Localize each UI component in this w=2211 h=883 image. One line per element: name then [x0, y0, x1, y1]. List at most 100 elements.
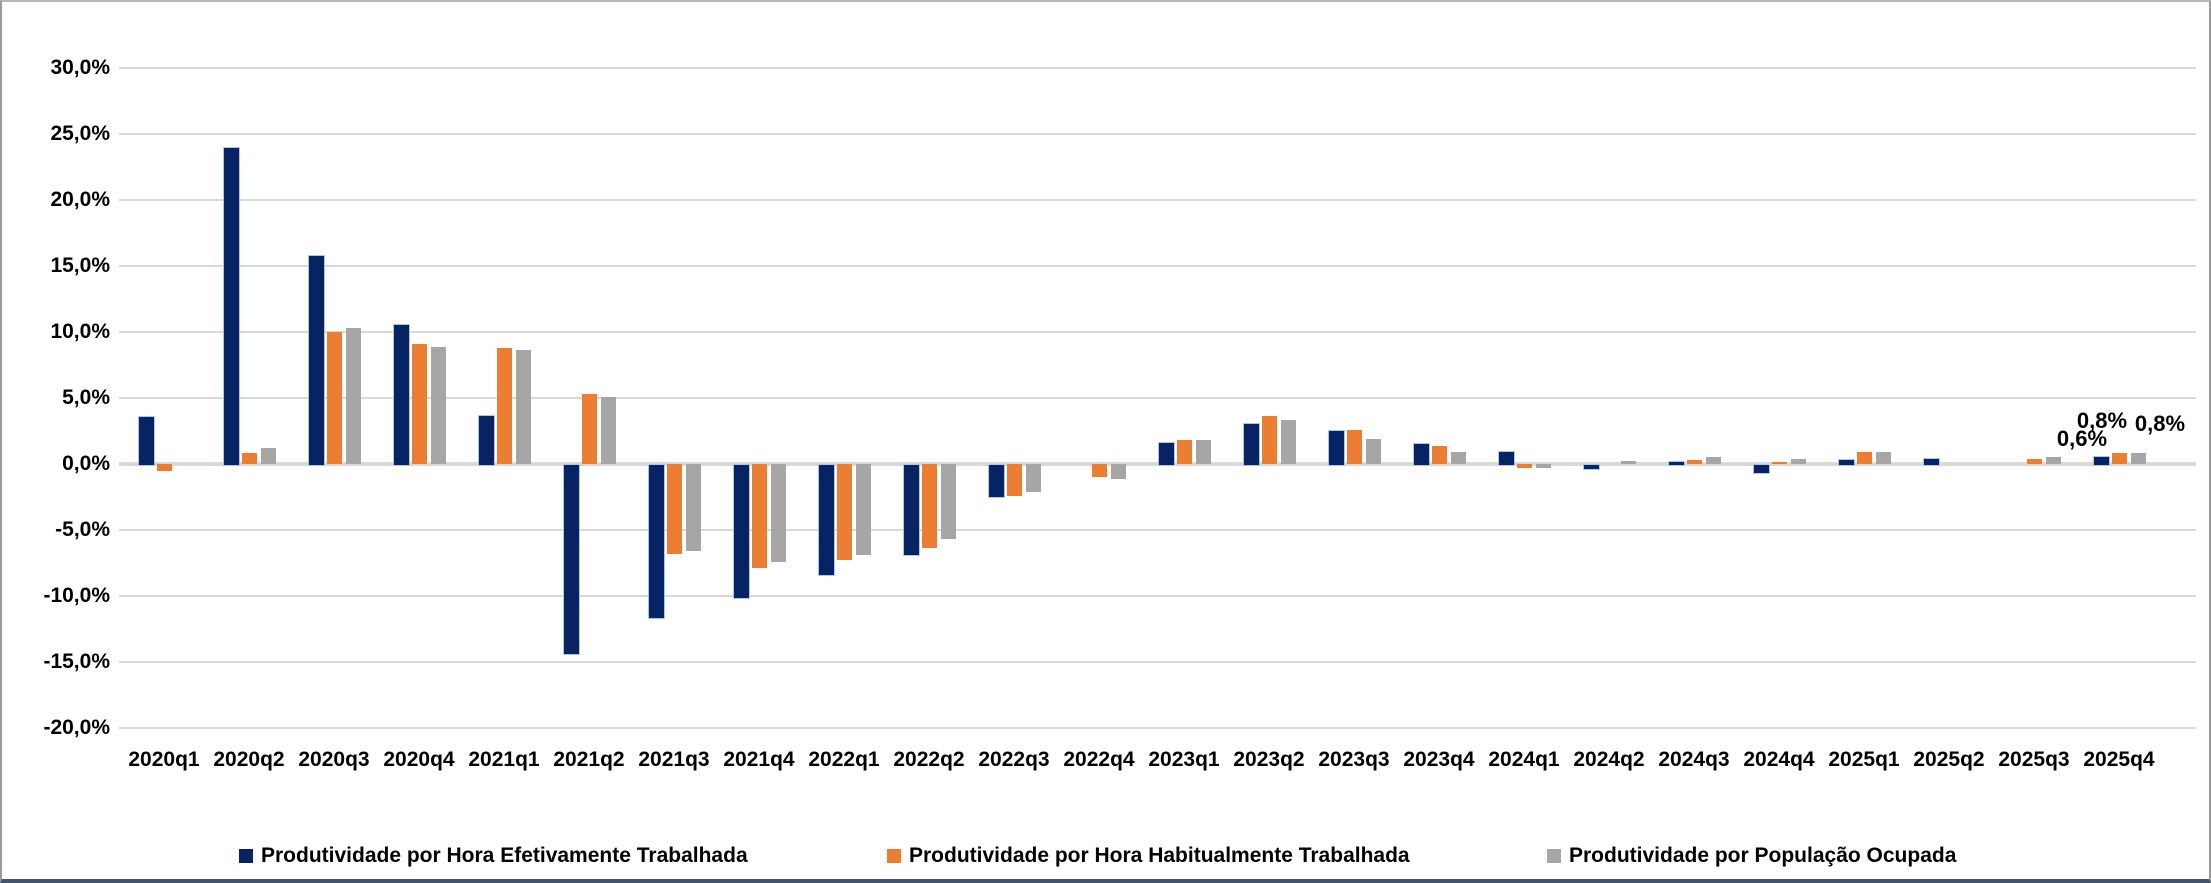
- bar-s1-2025q3: [2026, 458, 2042, 464]
- bar-s0-2024q4: [1752, 464, 1770, 474]
- bar-s1-2025q4: [2111, 453, 2127, 464]
- bar-s1-2023q1: [1176, 440, 1192, 464]
- bar-s1-2021q4: [751, 464, 767, 569]
- x-tick-label-2024q1: 2024q1: [1488, 748, 1560, 771]
- x-tick-label-2020q2: 2020q2: [213, 748, 285, 771]
- x-tick-label-2022q4: 2022q4: [1063, 748, 1135, 771]
- gridline--10: [119, 595, 2196, 597]
- x-tick-label-2021q2: 2021q2: [553, 748, 625, 771]
- bar-s0-2021q2: [562, 464, 580, 655]
- gridline-10: [119, 331, 2196, 333]
- bar-s2-2022q1: [855, 464, 871, 556]
- gridline--20: [119, 727, 2196, 729]
- gridline-5: [119, 397, 2196, 399]
- x-tick-label-2023q4: 2023q4: [1403, 748, 1475, 771]
- bar-s2-2025q4: [2130, 453, 2146, 464]
- bar-s2-2021q3: [685, 464, 701, 552]
- bar-s1-2024q3: [1686, 460, 1702, 464]
- bar-s1-2021q2: [581, 394, 597, 464]
- bar-s1-2024q1: [1516, 464, 1532, 468]
- bar-s2-2023q1: [1195, 440, 1211, 464]
- bar-s1-2021q1: [496, 347, 512, 464]
- bar-s1-2020q4: [411, 343, 427, 464]
- x-tick-label-2025q2: 2025q2: [1913, 748, 1985, 771]
- x-tick-label-2021q4: 2021q4: [723, 748, 795, 771]
- bar-s2-2024q2: [1620, 461, 1636, 464]
- bar-s2-2025q3: [2045, 457, 2061, 464]
- bar-s1-2022q3: [1006, 464, 1022, 496]
- data-label-s2-2025q4: 0,8%: [2134, 411, 2186, 437]
- bar-s2-2020q4: [430, 346, 446, 464]
- bar-s0-2025q4: [2092, 456, 2110, 466]
- bar-s0-2020q2: [222, 147, 240, 466]
- bar-s0-2023q2: [1242, 423, 1260, 466]
- bar-s0-2021q1: [477, 415, 495, 466]
- y-tick-label: 10,0%: [50, 320, 110, 343]
- y-tick-label: -5,0%: [55, 518, 110, 541]
- bar-s1-2021q3: [666, 464, 682, 554]
- legend-swatch-navy: [239, 849, 253, 863]
- x-tick-label-2023q2: 2023q2: [1233, 748, 1305, 771]
- gridline-25: [119, 133, 2196, 135]
- x-tick-label-2020q1: 2020q1: [128, 748, 200, 771]
- gridline--5: [119, 529, 2196, 531]
- bar-s2-2021q2: [600, 396, 616, 464]
- bar-s1-2022q4: [1091, 464, 1107, 478]
- bar-s2-2020q3: [345, 328, 361, 464]
- bar-s2-2023q2: [1280, 420, 1296, 464]
- bar-s1-2025q1: [1856, 452, 1872, 464]
- bar-s2-2021q1: [515, 350, 531, 464]
- gridline--15: [119, 661, 2196, 663]
- bar-s2-2023q4: [1450, 452, 1466, 464]
- x-tick-label-2020q3: 2020q3: [298, 748, 370, 771]
- x-tick-label-2023q3: 2023q3: [1318, 748, 1390, 771]
- legend-item-hora-habitualmente: Produtividade por Hora Habitualmente Tra…: [887, 844, 1410, 868]
- bar-s0-2024q3: [1667, 461, 1685, 466]
- legend-label: Produtividade por Hora Habitualmente Tra…: [909, 844, 1410, 867]
- bar-s1-2022q1: [836, 464, 852, 561]
- bar-s1-2020q3: [326, 332, 342, 464]
- x-tick-label-2022q1: 2022q1: [808, 748, 880, 771]
- x-tick-label-2023q1: 2023q1: [1148, 748, 1220, 771]
- y-tick-label: 5,0%: [62, 386, 110, 409]
- bar-s2-2024q3: [1705, 456, 1721, 464]
- bar-s2-2020q2: [260, 448, 276, 464]
- bar-s0-2023q1: [1157, 441, 1175, 466]
- x-tick-label-2021q1: 2021q1: [468, 748, 540, 771]
- bar-s2-2022q3: [1025, 464, 1041, 492]
- bar-s1-2023q2: [1261, 416, 1277, 464]
- bar-s1-2023q3: [1346, 429, 1362, 464]
- gridline-30: [119, 67, 2196, 69]
- bar-s2-2021q4: [770, 464, 786, 562]
- bar-s1-2020q1: [156, 464, 172, 471]
- bar-s0-2024q1: [1497, 450, 1515, 466]
- bar-s1-2022q2: [921, 464, 937, 549]
- legend-label: Produtividade por Hora Efetivamente Trab…: [261, 844, 748, 867]
- gridline-15: [119, 265, 2196, 267]
- x-tick-label-2022q3: 2022q3: [978, 748, 1050, 771]
- bar-s2-2024q4: [1790, 458, 1806, 464]
- bar-s0-2023q4: [1412, 442, 1430, 466]
- bar-s2-2022q2: [940, 464, 956, 540]
- gridline-20: [119, 199, 2196, 201]
- bar-s0-2025q2: [1922, 458, 1940, 466]
- bar-s0-2023q3: [1327, 429, 1345, 466]
- bar-s2-2024q1: [1535, 464, 1551, 468]
- bar-s0-2022q1: [817, 464, 835, 576]
- bar-s2-2023q3: [1365, 438, 1381, 464]
- x-tick-label-2024q4: 2024q4: [1743, 748, 1815, 771]
- x-tick-label-2024q3: 2024q3: [1658, 748, 1730, 771]
- x-tick-label-2025q4: 2025q4: [2083, 748, 2155, 771]
- legend-swatch-gray: [1547, 849, 1561, 863]
- data-label-s0-2025q4: 0,6%: [2056, 426, 2108, 452]
- bar-s0-2022q3: [987, 464, 1005, 498]
- bar-s0-2020q1: [137, 416, 155, 466]
- y-tick-label: -10,0%: [43, 584, 110, 607]
- legend-item-hora-efetivamente: Produtividade por Hora Efetivamente Trab…: [239, 844, 748, 868]
- x-tick-label-2025q1: 2025q1: [1828, 748, 1900, 771]
- bar-s1-2023q4: [1431, 445, 1447, 464]
- y-tick-label: -20,0%: [43, 716, 110, 739]
- x-tick-label-2024q2: 2024q2: [1573, 748, 1645, 771]
- legend-item-populacao-ocupada: Produtividade por População Ocupada: [1547, 844, 1956, 868]
